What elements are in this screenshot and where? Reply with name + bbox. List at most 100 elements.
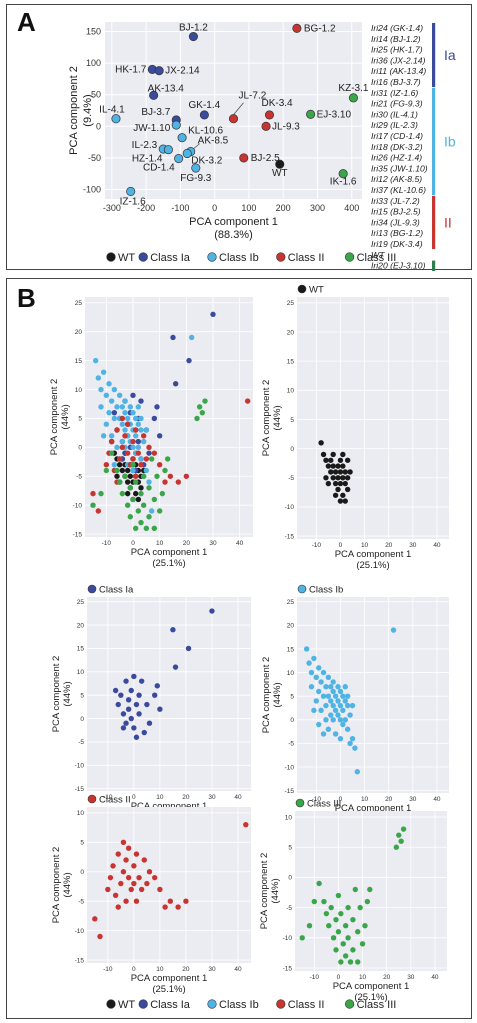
class-bracket-Ia (432, 23, 436, 87)
data-point-WT (335, 463, 341, 469)
x-tick-label: 30 (208, 794, 216, 801)
y-tick-label: -10 (285, 504, 295, 511)
data-point-Ib (337, 717, 344, 723)
data-point-III (316, 880, 322, 887)
legend-label: Class Ia (150, 999, 191, 1011)
data-point-II (103, 462, 110, 468)
data-point-Ia (141, 729, 147, 736)
data-point-II (146, 444, 152, 451)
data-point-III (393, 844, 400, 850)
plot-area (297, 597, 449, 793)
x-tick-label: 20 (383, 974, 391, 981)
data-point-Ia (112, 687, 119, 694)
data-point-III (335, 892, 342, 899)
y-tick-label: 25 (287, 599, 295, 606)
x-axis-label: PCA component 1 (131, 801, 208, 812)
class-bracket-label-Ib: Ib (444, 133, 456, 149)
data-point-IK-1.6 (338, 169, 348, 179)
y-tick-label: -5 (78, 739, 84, 746)
data-point-II (130, 438, 136, 445)
data-point-WT (347, 469, 353, 475)
data-point-III (367, 886, 373, 893)
y-tick-label: -5 (288, 741, 294, 748)
x-tick-label: -100 (171, 203, 189, 213)
data-point-Ib (344, 726, 351, 732)
data-point-III (350, 916, 356, 923)
data-point-II (128, 886, 134, 893)
legend-label: Class Ib (219, 252, 259, 264)
data-point-III (340, 941, 346, 947)
x-tick-label: 20 (182, 794, 190, 801)
data-point-III (130, 496, 136, 503)
legend-marker-WT (106, 999, 116, 1009)
data-point-Ib (337, 735, 344, 742)
data-point-Ib (320, 693, 327, 699)
data-point-Ib (323, 684, 329, 690)
strain-list-item: Iri18 (DK-3.2) (371, 142, 423, 152)
data-point-WT (124, 490, 131, 497)
data-point-II (151, 450, 158, 456)
data-point-Ib (328, 698, 334, 704)
data-point-DK-3.4 (264, 110, 275, 120)
x-axis-label: PCA component 1 (335, 549, 412, 560)
x-tick-label: 30 (208, 966, 216, 973)
class-bracket-label-III: III (444, 268, 456, 271)
data-point-III (359, 941, 366, 947)
y-tick-label: 20 (287, 623, 295, 630)
data-point-II (244, 398, 251, 404)
y-tick-label: 0 (78, 445, 82, 452)
data-point-WT (337, 469, 344, 475)
data-point-III (146, 514, 152, 520)
data-point-III (355, 959, 361, 965)
legend-marker-II (276, 999, 286, 1009)
x-tick-label: 200 (276, 203, 291, 213)
data-point-III (362, 923, 368, 929)
y-axis-sublabel: (9.4%) (82, 94, 94, 126)
data-point-Ib (316, 721, 322, 728)
strain-list-item: Iri29 (IL-2.3) (371, 120, 418, 130)
point-label: AK-13.4 (148, 83, 185, 94)
data-point-Ib (143, 467, 150, 474)
data-point-Ib (344, 702, 351, 709)
strain-list-item: Iri36 (JX-2.14) (371, 55, 426, 65)
data-point-WT (330, 463, 336, 469)
y-axis-label: PCA component 2 (51, 847, 62, 924)
x-tick-label: -300 (103, 203, 121, 213)
subplot-title-marker (297, 284, 307, 294)
x-tick-label: 20 (182, 966, 190, 973)
y-tick-label: 25 (287, 300, 295, 307)
data-point-WT (330, 475, 336, 481)
data-point-Ib (330, 679, 336, 685)
y-tick-label: 5 (80, 840, 84, 847)
y-axis-label: PCA component 2 (49, 379, 60, 456)
data-point-Ib (332, 693, 339, 699)
y-tick-label: 0 (80, 869, 84, 876)
data-point-Ia (146, 720, 153, 726)
y-tick-label: 100 (86, 58, 101, 68)
data-point-II (108, 438, 115, 445)
data-point-Ib (188, 334, 195, 341)
subplot-class-ib: -10 0 10 20 30 40 -15 -10 -5 0 5 10 15 20 25 PCA compon… (261, 585, 449, 825)
data-point-Ib (303, 646, 310, 652)
data-point-Ib (340, 721, 346, 728)
y-tick-label: 15 (287, 358, 295, 365)
data-point-II (131, 863, 137, 869)
y-tick-label: 25 (75, 300, 83, 307)
y-tick-label: 20 (75, 329, 83, 336)
data-point-Ib (111, 386, 118, 393)
point-label: BJ-3.7 (141, 107, 170, 118)
data-point-Ia (151, 692, 158, 698)
data-point-WT (275, 159, 285, 169)
y-tick-label: 25 (77, 599, 85, 606)
strain-list-item: Iri12 (AK-8.5) (371, 174, 422, 184)
data-point-III (132, 525, 139, 532)
x-tick-label: 40 (234, 966, 242, 973)
data-point-Ia (123, 678, 129, 684)
point-label: JL-9.3 (272, 121, 300, 132)
x-axis-sublabel: (25.1%) (356, 560, 389, 571)
data-point-III (400, 826, 407, 832)
data-point-II (114, 427, 120, 433)
strain-list-item: Iri11 (AK-13.4) (371, 66, 426, 76)
y-tick-label: 10 (287, 388, 295, 395)
data-point-WT (342, 469, 348, 475)
